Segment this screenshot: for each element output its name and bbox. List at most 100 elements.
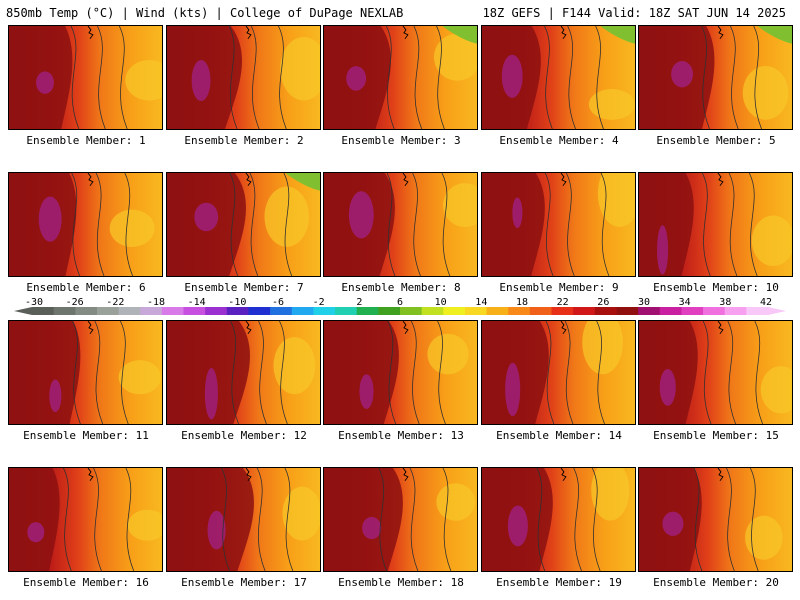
ensemble-member-label: Ensemble Member: 9: [499, 281, 619, 294]
colorbar-tick-label: 10: [434, 297, 447, 308]
ensemble-member-label: Ensemble Member: 12: [181, 429, 307, 442]
colorbar-swatch: [118, 307, 141, 315]
colorbar-tick-label: 26: [597, 297, 610, 308]
ensemble-member-label: Ensemble Member: 8: [341, 281, 461, 294]
colorbar-swatch: [724, 307, 747, 315]
colorbar-swatch: [96, 307, 120, 315]
ensemble-member-label: Ensemble Member: 15: [653, 429, 779, 442]
colorbar-swatch: [205, 307, 228, 315]
ensemble-map-panel: [481, 467, 636, 572]
ensemble-member-label: Ensemble Member: 20: [653, 576, 779, 589]
colorbar-swatch: [161, 307, 185, 315]
colorbar-swatch: [464, 307, 488, 315]
temperature-field-map: [482, 468, 635, 571]
ensemble-map-panel: [638, 320, 793, 425]
colorbar-swatch: [421, 307, 444, 315]
ensemble-member-label: Ensemble Member: 7: [184, 281, 304, 294]
ensemble-map-panel: [323, 320, 478, 425]
ensemble-member-label: Ensemble Member: 1: [26, 134, 146, 147]
ensemble-member-label: Ensemble Member: 4: [499, 134, 619, 147]
temperature-field-map: [9, 26, 162, 129]
colorbar-swatch: [32, 307, 55, 315]
colorbar-tick-label: -2: [312, 297, 325, 308]
ensemble-member-label: Ensemble Member: 13: [338, 429, 464, 442]
colorbar-swatch: [378, 307, 401, 315]
ensemble-map-panel: [8, 467, 163, 572]
ensemble-member-label: Ensemble Member: 19: [496, 576, 622, 589]
ensemble-map-panel: [481, 25, 636, 130]
ensemble-member-label: Ensemble Member: 16: [23, 576, 149, 589]
colorbar-tick-label: 18: [515, 297, 529, 308]
temperature-field-map: [9, 468, 162, 571]
temperature-field-map: [639, 173, 792, 276]
colorbar-swatch: [746, 307, 769, 315]
colorbar-tick-label: 30: [637, 297, 651, 308]
colorbar-swatch: [400, 307, 423, 315]
ensemble-map-panel: [8, 320, 163, 425]
colorbar-tick-label: -18: [146, 297, 166, 308]
colorbar-swatch: [659, 307, 682, 315]
model-valid-time: 18Z GEFS | F144 Valid: 18Z SAT JUN 14 20…: [482, 6, 786, 20]
temperature-field-map: [639, 26, 792, 129]
colorbar-tick-label: 2: [356, 297, 363, 308]
colorbar-swatch: [594, 307, 617, 315]
colorbar-tick-label: -30: [24, 297, 44, 308]
ensemble-map-panel: [323, 172, 478, 277]
ensemble-member-label: Ensemble Member: 5: [656, 134, 776, 147]
temperature-field-map: [167, 468, 320, 571]
colorbar-tick-label: -14: [187, 297, 206, 308]
colorbar-swatch: [551, 307, 574, 315]
ensemble-map-panel: [638, 172, 793, 277]
ensemble-map-panel: [166, 467, 321, 572]
temperature-field-map: [324, 26, 477, 129]
colorbar-swatches: [14, 307, 786, 315]
colorbar-min-arrow: [14, 307, 32, 315]
ensemble-map-panel: [481, 172, 636, 277]
map-title: 850mb Temp (°C) | Wind (kts) | College o…: [6, 6, 404, 20]
colorbar-max-arrow: [768, 307, 786, 315]
colorbar-tick-label: 38: [719, 297, 732, 308]
temperature-field-map: [639, 321, 792, 424]
colorbar-swatch: [53, 307, 76, 315]
colorbar-swatch: [703, 307, 726, 315]
colorbar-swatch: [616, 307, 639, 315]
colorbar-swatch: [638, 307, 661, 315]
ensemble-member-label: Ensemble Member: 3: [341, 134, 461, 147]
colorbar-tick-label: 34: [678, 297, 691, 308]
colorbar-tick-label: 6: [396, 297, 404, 308]
temperature-field-map: [482, 321, 635, 424]
temperature-field-map: [9, 173, 162, 276]
colorbar-swatch: [75, 307, 98, 315]
colorbar: [10, 299, 790, 319]
temperature-field-map: [482, 173, 635, 276]
colorbar-swatch: [183, 307, 206, 315]
colorbar-swatch: [573, 307, 596, 315]
temperature-field-map: [324, 468, 477, 571]
colorbar-swatch: [508, 307, 531, 315]
ensemble-map-panel: [166, 320, 321, 425]
temperature-field-map: [482, 26, 635, 129]
colorbar-swatch: [270, 307, 293, 315]
temperature-field-map: [639, 468, 792, 571]
ensemble-map-panel: [638, 467, 793, 572]
colorbar-swatch: [356, 307, 379, 315]
colorbar-swatch: [681, 307, 704, 315]
ensemble-map-panel: [8, 172, 163, 277]
colorbar-swatch: [529, 307, 553, 315]
temperature-field-map: [324, 321, 477, 424]
colorbar-swatch: [140, 307, 163, 315]
ensemble-map-panel: [323, 25, 478, 130]
ensemble-member-label: Ensemble Member: 10: [653, 281, 779, 294]
colorbar-swatch: [291, 307, 314, 315]
ensemble-member-label: Ensemble Member: 18: [338, 576, 464, 589]
ensemble-member-label: Ensemble Member: 14: [496, 429, 622, 442]
temperature-field-map: [167, 173, 320, 276]
temperature-field-map: [324, 173, 477, 276]
colorbar-swatch: [443, 307, 466, 315]
colorbar-tick-label: 14: [475, 297, 488, 308]
temperature-field-map: [9, 321, 162, 424]
colorbar-tick-label: -26: [65, 297, 84, 308]
colorbar-tick-label: -10: [228, 297, 247, 308]
ensemble-map-panel: [323, 467, 478, 572]
ensemble-member-label: Ensemble Member: 2: [184, 134, 304, 147]
